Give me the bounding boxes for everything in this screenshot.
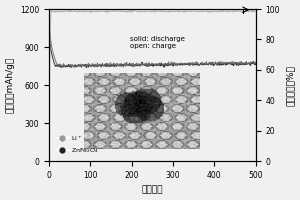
Y-axis label: 库伦效率（%）: 库伦效率（%） <box>285 65 294 106</box>
X-axis label: 循环次数: 循环次数 <box>142 185 163 194</box>
Text: solid: discharge
open: charge: solid: discharge open: charge <box>130 36 184 49</box>
Legend: Li$^+$, ZnFe$_2$O$_4$: Li$^+$, ZnFe$_2$O$_4$ <box>54 132 100 157</box>
Y-axis label: 比容量（mAh/g）: 比容量（mAh/g） <box>6 57 15 113</box>
